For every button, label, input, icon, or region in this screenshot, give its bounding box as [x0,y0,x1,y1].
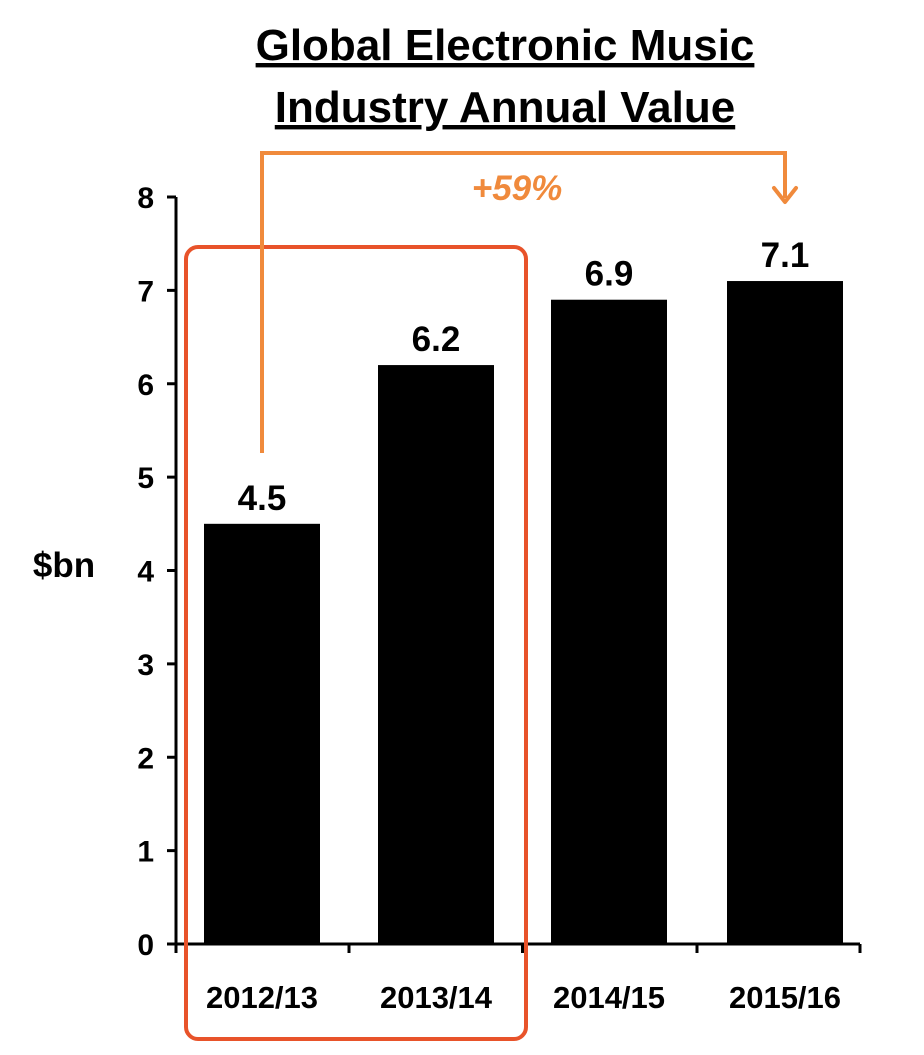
y-tick-label-7: 7 [137,275,154,308]
x-tick-label-2015-16: 2015/16 [729,980,841,1015]
growth-arrow-head [772,186,798,204]
chart-title-line-2: Industry Annual Value [275,83,735,132]
y-tick-label-1: 1 [137,836,154,869]
y-axis-label: $bn [33,546,95,585]
x-tick-label-2012-13: 2012/13 [206,980,318,1015]
y-tick-label-8: 8 [137,182,154,215]
bar-2012-13 [204,523,320,944]
value-label-2012-13: 4.5 [238,479,287,518]
highlight-box [184,245,528,1041]
chart-marks: 0 1 2 3 4 5 6 7 8 4.5 2012/13 6.2 2013/14 6.9 2014/15 7… [137,151,862,1041]
bar-2015-16 [727,281,843,945]
chart-title-line-1: Global Electronic Music [256,21,755,70]
y-tick-label-3: 3 [137,649,154,682]
y-tick-label-6: 6 [137,369,154,402]
x-tick-label-2013-14: 2013/14 [380,980,493,1015]
x-tick-label-2014-15: 2014/15 [553,980,665,1015]
growth-arrow-line [260,151,787,453]
value-label-2013-14: 6.2 [412,320,461,359]
value-label-2014-15: 6.9 [585,255,634,294]
bar-2013-14 [378,365,494,944]
y-tick-label-4: 4 [137,556,154,589]
bar-2014-15 [551,299,667,944]
y-tick-label-0: 0 [137,929,154,962]
growth-annotation-label: +59% [472,169,563,208]
y-tick-label-2: 2 [137,742,154,775]
y-tick-label-5: 5 [137,462,154,495]
value-label-2015-16: 7.1 [761,236,810,275]
